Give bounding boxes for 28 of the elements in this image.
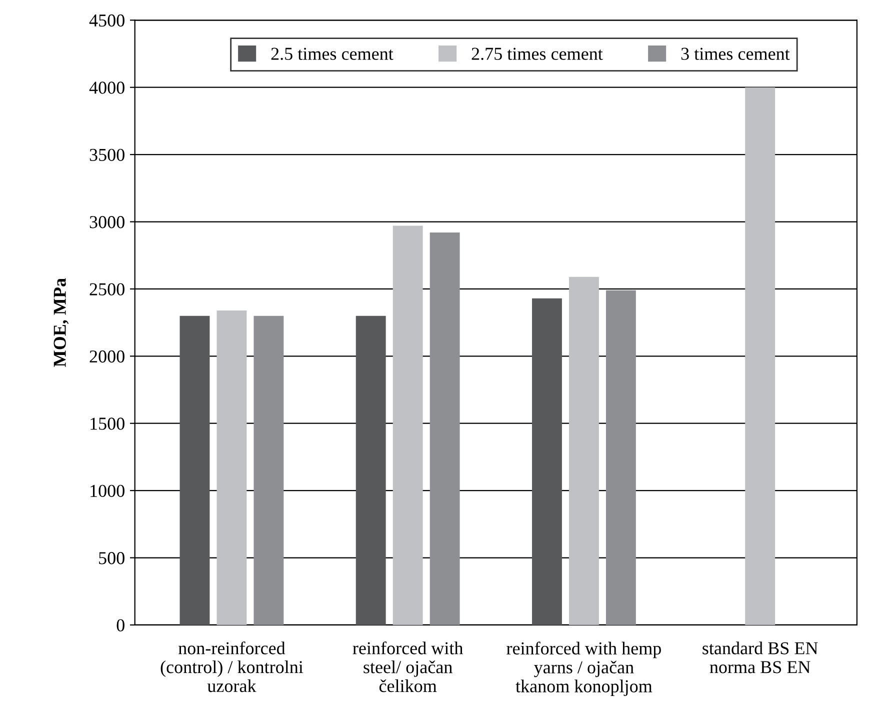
y-tick-label: 1500 (90, 418, 124, 430)
y-tick-label: 3000 (90, 216, 124, 228)
bar (254, 316, 284, 625)
bar (745, 87, 776, 625)
y-tick-label: 3500 (90, 148, 124, 161)
bar (532, 298, 562, 625)
x-tick-label: non-reinforced (control) / kontrolni uzorak (160, 641, 304, 692)
legend-label: 2.75 times cement (472, 48, 603, 60)
bar (180, 316, 210, 625)
y-tick-label: 0 (116, 619, 124, 632)
y-axis-title: MOE, MPa (54, 278, 69, 367)
legend-label: 2.5 times cement (271, 48, 394, 60)
y-tick-label: 500 (99, 552, 124, 564)
x-tick-label: reinforced with hemp yarns / ojačan tkanom konopljom (506, 642, 661, 696)
y-tick-label: 2000 (90, 350, 124, 363)
x-tick-label: reinforced with steel/ ojačan čelikom (352, 641, 463, 692)
bar (430, 232, 460, 625)
y-tick-label: 2500 (90, 283, 124, 296)
x-tick-label: standard BS EN norma BS EN (702, 642, 818, 674)
bar (216, 310, 247, 625)
bar (392, 226, 423, 625)
bar (606, 290, 636, 625)
y-tick-label: 4000 (89, 82, 124, 94)
bar (356, 316, 386, 625)
bar (568, 276, 599, 625)
y-tick-label: 4500 (89, 14, 124, 27)
y-tick-label: 1000 (90, 484, 124, 497)
legend-label: 3 times cement (681, 48, 790, 60)
